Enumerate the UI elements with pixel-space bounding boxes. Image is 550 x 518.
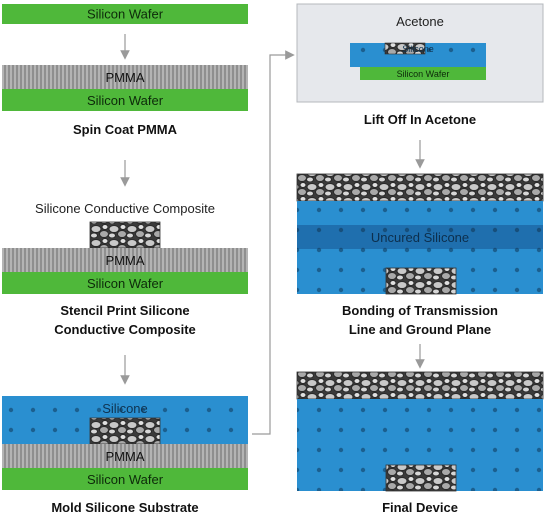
pmma-label: PMMA	[106, 70, 145, 85]
connector-arrow	[252, 50, 295, 435]
silicone-small-label: Silicone	[402, 44, 434, 54]
step-caption-stencil-line2: Conductive Composite	[54, 322, 196, 337]
silicone-label: Silicone	[102, 401, 148, 416]
step-caption-bonding-line1: Bonding of Transmission	[342, 303, 498, 318]
uncured-silicone-label: Uncured Silicone	[371, 230, 469, 245]
step1-stack: PMMA Silicon Wafer	[2, 65, 248, 111]
composite-label: Silicone Conductive Composite	[35, 201, 215, 216]
conductive-composite	[89, 221, 161, 249]
silicon-wafer-label: Silicon Wafer	[87, 472, 164, 487]
pmma-label: PMMA	[106, 449, 145, 464]
step-caption-bonding-line2: Line and Ground Plane	[349, 322, 491, 337]
wafer-piece	[360, 67, 486, 80]
step2-stack: PMMA Silicon Wafer	[2, 221, 248, 294]
silicon-wafer-label: Silicon Wafer	[87, 7, 164, 22]
step5-stack: Uncured Silicone	[296, 173, 544, 295]
step-caption-spin-coat: Spin Coat PMMA	[73, 122, 178, 137]
step-caption-stencil-line1: Stencil Print Silicone	[60, 303, 189, 318]
silicon-wafer-label: Silicon Wafer	[87, 276, 164, 291]
transmission-line	[385, 267, 457, 295]
acetone-label: Acetone	[396, 14, 444, 29]
silicone-layer	[297, 201, 543, 225]
step0-wafer: Silicon Wafer	[2, 4, 248, 24]
conductive-composite	[384, 42, 426, 55]
conductive-composite	[89, 417, 161, 445]
ground-plane	[296, 173, 544, 202]
pmma-label: PMMA	[106, 253, 145, 268]
step6-stack	[296, 371, 544, 492]
step3-stack: Silicone PMMA Silicon Wafer	[2, 396, 248, 490]
uncured-silicone-layer	[297, 225, 543, 249]
step4-acetone-bath: Acetone Silicone Silicon Wafer	[296, 3, 544, 103]
wafer-small-label: Silicon Wafer	[397, 69, 450, 79]
step-caption-lift-off: Lift Off In Acetone	[364, 112, 476, 127]
step-caption-final: Final Device	[382, 500, 458, 515]
ground-plane	[296, 371, 544, 400]
silicon-wafer-label: Silicon Wafer	[87, 93, 164, 108]
step-caption-mold: Mold Silicone Substrate	[51, 500, 198, 515]
transmission-line	[385, 464, 457, 492]
